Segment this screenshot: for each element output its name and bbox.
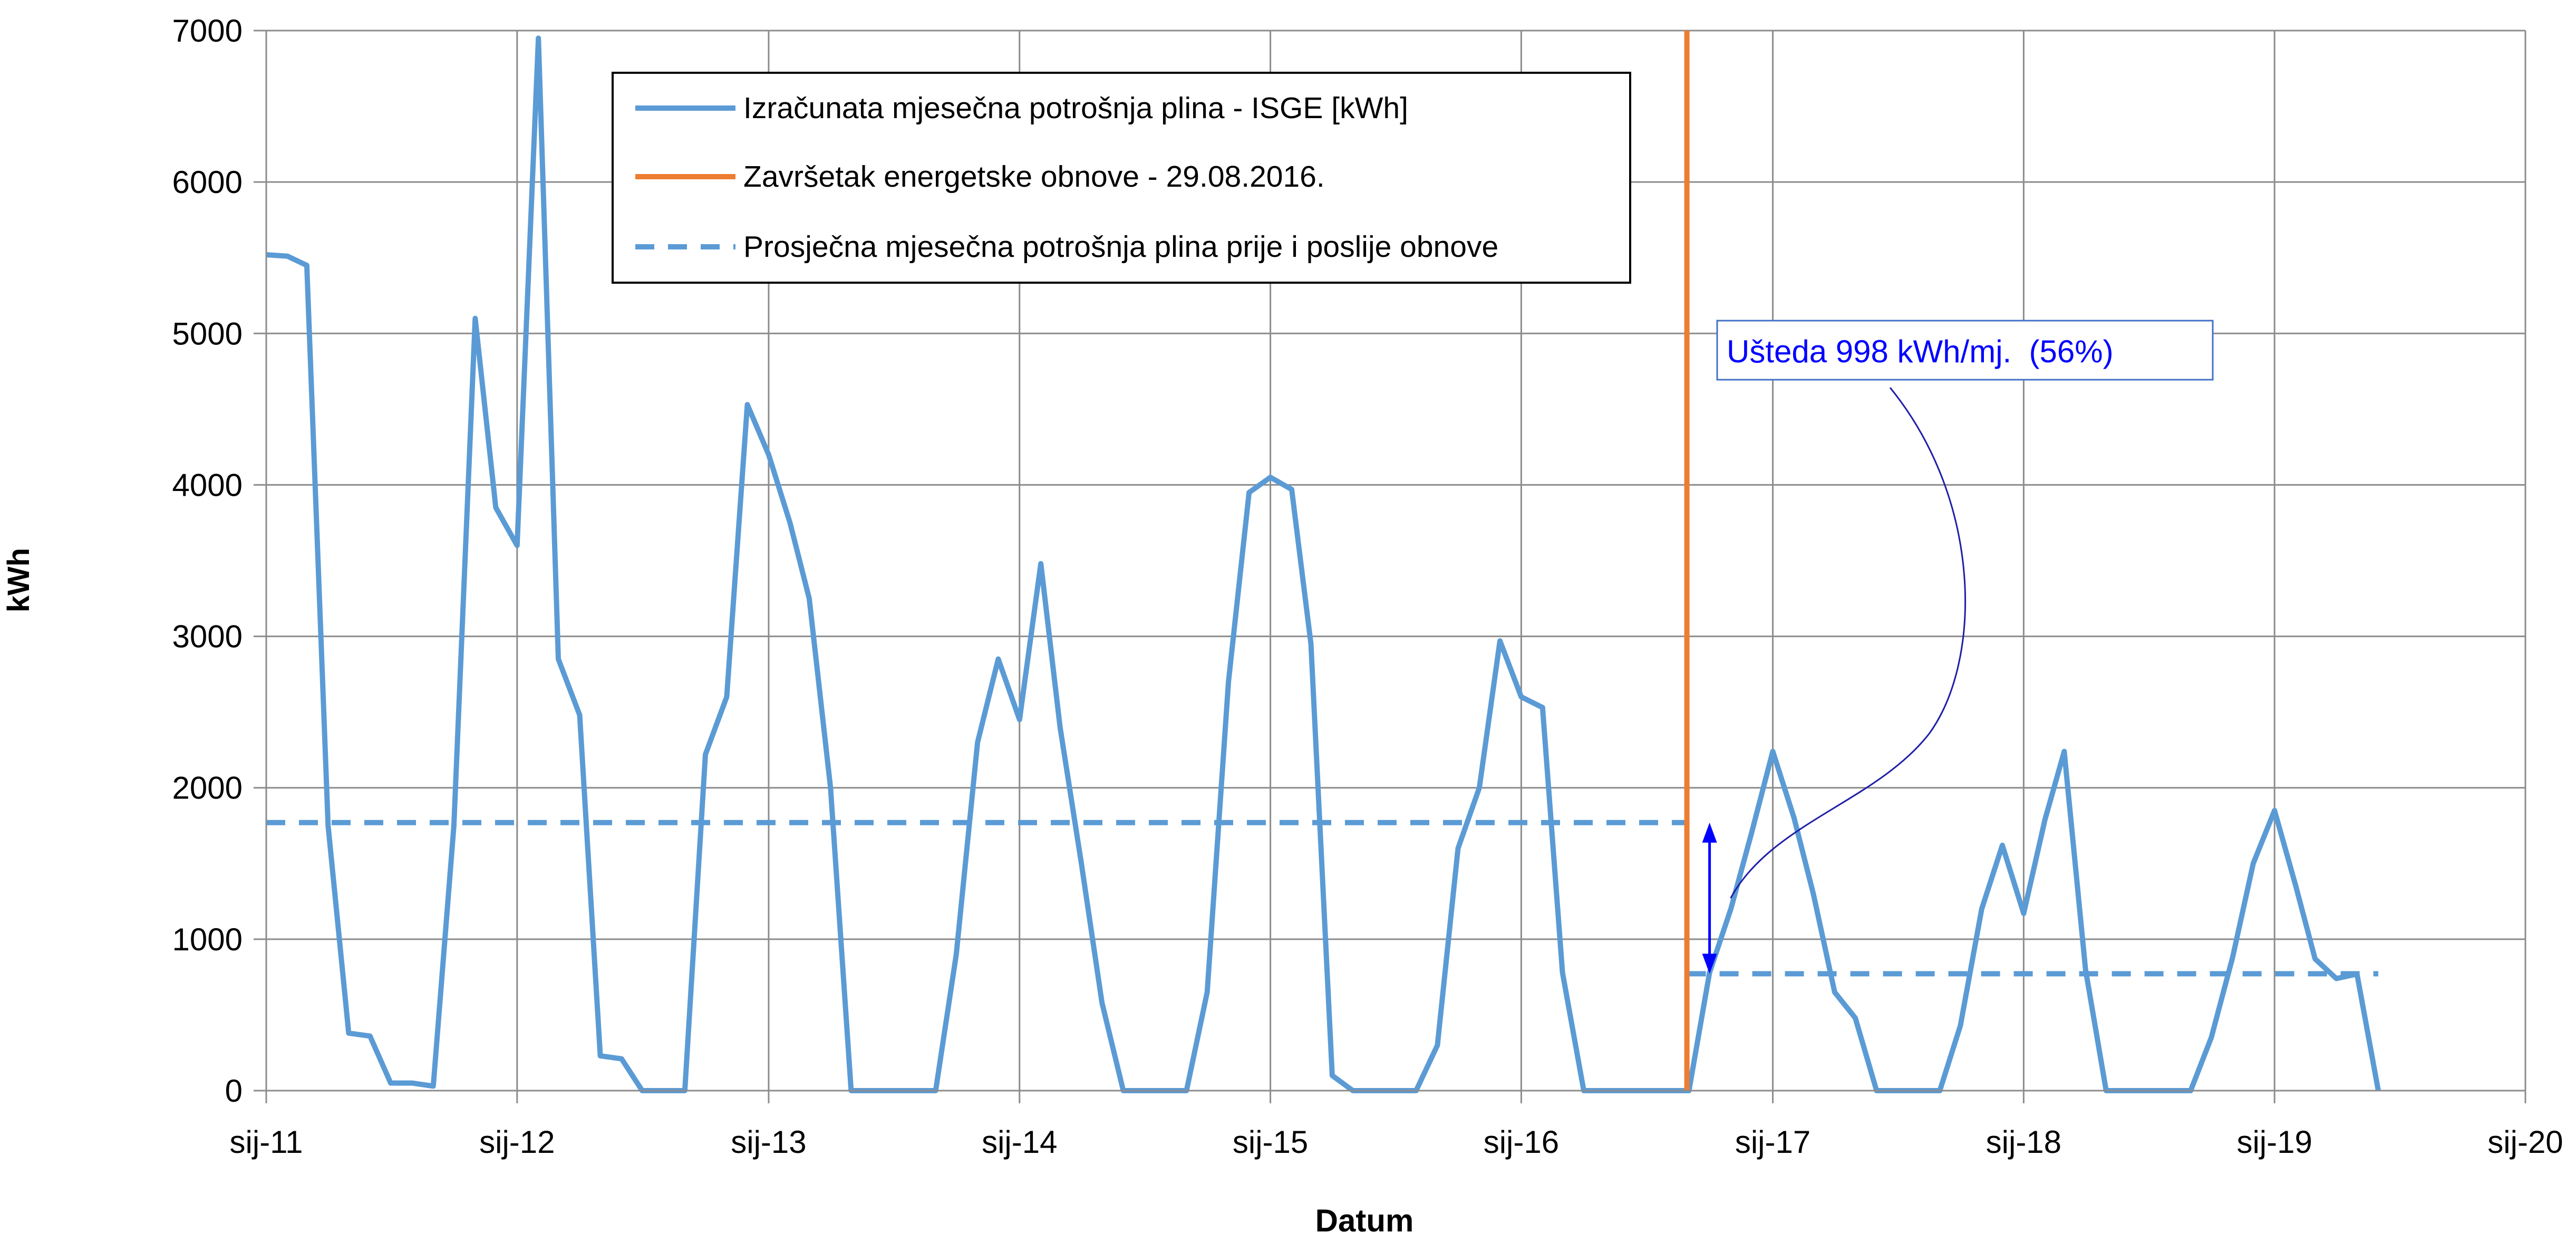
x-tick-label: sij-18 (1986, 1124, 2061, 1160)
x-axis-tick-labels: sij-11 sij-12 sij-13 sij-14 sij-15 sij-16 sij-… (230, 1124, 2563, 1160)
y-axis-tick-labels: 0 1000 2000 3000 4000 5000 6000 7000 (172, 13, 243, 1109)
savings-callout-text: Ušteda 998 kWh/mj. (56%) (1727, 334, 2114, 369)
x-axis-label: Datum (1315, 1203, 1414, 1238)
legend: Izračunata mjesečna potrošnja plina - IS… (612, 72, 1631, 284)
y-tick-label: 2000 (172, 771, 243, 806)
legend-box (612, 72, 1631, 284)
axes (254, 30, 2526, 1103)
savings-callout-box (1716, 320, 2214, 381)
y-tick-label: 5000 (172, 316, 243, 351)
savings-callout-leader (1730, 387, 1967, 899)
y-tick-label: 7000 (172, 13, 243, 49)
legend-label-renovation: Završetak energetske obnove - 29.08.2016… (743, 160, 1325, 194)
savings-arrow-head-bottom (1702, 954, 1717, 974)
y-tick-label: 3000 (172, 619, 243, 654)
x-tick-label: sij-14 (982, 1124, 1057, 1160)
legend-label-consumption: Izračunata mjesečna potrošnja plina - IS… (743, 91, 1408, 125)
y-tick-label: 0 (225, 1073, 243, 1109)
y-axis-label: kWh (2, 548, 36, 612)
y-tick-label: 6000 (172, 165, 243, 200)
y-tick-label: 4000 (172, 467, 243, 503)
y-tick-label: 1000 (172, 922, 243, 957)
x-tick-label: sij-16 (1484, 1124, 1559, 1160)
x-tick-label: sij-15 (1233, 1124, 1308, 1160)
legend-label-average: Prosječna mjesečna potrošnja plina prije… (743, 230, 1498, 264)
savings-arrow-head-top (1702, 822, 1717, 843)
series-layer (266, 31, 2381, 1093)
x-tick-label: sij-20 (2487, 1124, 2563, 1160)
x-tick-label: sij-12 (479, 1124, 555, 1160)
consumption-series-line (266, 35, 2381, 1093)
x-tick-label: sij-19 (2236, 1124, 2312, 1160)
x-tick-label: sij-11 (230, 1124, 303, 1160)
savings-annotation: Ušteda 998 kWh/mj. (56%) (1702, 320, 2214, 974)
x-tick-label: sij-13 (731, 1124, 806, 1160)
x-tick-label: sij-17 (1735, 1124, 1810, 1160)
